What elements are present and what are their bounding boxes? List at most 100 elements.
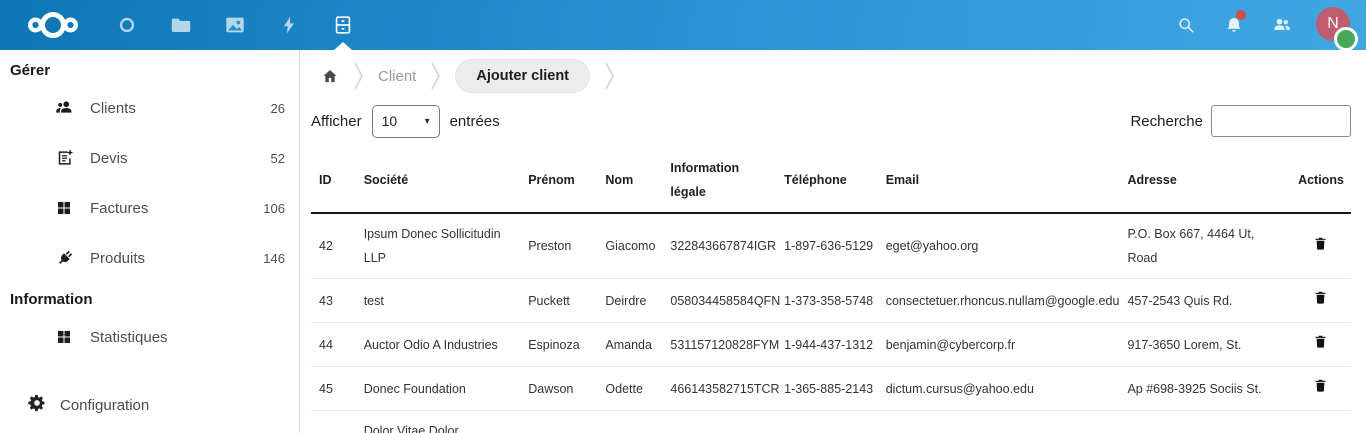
cell-societe: Donec Foundation	[355, 366, 521, 411]
table-row: 44 Auctor Odio A Industries Espinoza Ama…	[311, 322, 1351, 367]
sidebar-item-count: 52	[270, 150, 285, 166]
contacts-icon[interactable]	[1258, 0, 1306, 50]
cell-id: 43	[311, 278, 356, 323]
cell-adresse: 917-3650 Lorem, St.	[1119, 322, 1291, 367]
cell-prenom: Espinoza	[520, 322, 598, 367]
circle-app-icon[interactable]	[100, 0, 154, 50]
page-size-select[interactable]: 10 ▾	[371, 104, 440, 138]
cell-nom: Justine	[597, 410, 663, 433]
nextcloud-logo-icon[interactable]	[22, 9, 84, 41]
col-header-nom: Nom	[597, 148, 663, 214]
sidebar-section-title-gerer: Gérer	[10, 62, 51, 79]
activity-app-icon[interactable]	[262, 0, 316, 50]
col-header-prenom: Prénom	[520, 148, 598, 214]
table-header-row: ID Société Prénom Nom Information légale…	[311, 148, 1351, 214]
col-header-email: Email	[877, 148, 1120, 214]
entries-suffix-label: entrées	[449, 112, 500, 130]
breadcrumb-separator-icon	[353, 61, 364, 91]
top-bar-right: N	[1162, 0, 1366, 51]
user-avatar[interactable]: N	[1316, 7, 1358, 51]
cell-telephone: 1-365-885-2143	[776, 366, 878, 411]
document-plus-icon	[55, 148, 75, 168]
breadcrumb-separator-icon	[430, 61, 441, 91]
cell-societe: Auctor Odio A Industries	[355, 322, 521, 367]
sidebar-item-label: Devis	[90, 149, 128, 167]
delete-trash-icon[interactable]	[1309, 375, 1332, 396]
delete-trash-icon[interactable]	[1309, 331, 1332, 352]
breadcrumb-item-ajouter-client[interactable]: Ajouter client	[455, 59, 591, 93]
sidebar-item-count: 146	[263, 250, 285, 266]
cell-id: 46	[311, 410, 356, 433]
sidebar-item-clients[interactable]: Clients 26	[0, 83, 299, 133]
plug-icon	[55, 248, 75, 268]
sidebar-item-statistiques[interactable]: Statistiques	[0, 312, 299, 362]
cell-info-legale: 058034458584QFN	[662, 278, 780, 323]
cell-telephone: 1-897-636-5129	[776, 213, 878, 279]
clients-table: ID Société Prénom Nom Information légale…	[311, 148, 1351, 433]
sidebar-item-label: Factures	[90, 199, 149, 217]
grid-icon	[55, 198, 75, 218]
cell-telephone: 1-373-358-5748	[776, 278, 878, 323]
main-content: Client Ajouter client Afficher 10 ▾ entr…	[300, 50, 1366, 433]
sidebar-item-count: 106	[263, 200, 285, 216]
top-bar: N	[0, 0, 1366, 51]
cell-prenom: Dawson	[520, 366, 598, 411]
table-row: 43 test Puckett Deirdre 058034458584QFN …	[311, 278, 1351, 323]
sidebar-item-count: 26	[270, 100, 285, 116]
sidebar-item-devis[interactable]: Devis 52	[0, 133, 299, 183]
sidebar-item-label: Statistiques	[90, 328, 168, 346]
sidebar-item-produits[interactable]: Produits 146	[0, 233, 299, 283]
col-header-id: ID	[311, 148, 356, 214]
sidebar-footer-label: Configuration	[60, 396, 150, 414]
cell-adresse: Ap #698-3925 Sociis St.	[1119, 366, 1291, 411]
home-icon[interactable]	[311, 68, 339, 85]
cell-telephone: 1-944-437-1312	[776, 322, 878, 367]
chevron-down-icon: ▾	[424, 115, 430, 127]
cell-email: eget@yahoo.org	[877, 213, 1120, 279]
sidebar-section-title-information: Information	[10, 291, 93, 308]
files-app-icon[interactable]	[154, 0, 208, 50]
cell-id: 42	[311, 213, 356, 279]
col-header-telephone: Téléphone	[776, 148, 878, 214]
breadcrumb-item-client[interactable]: Client	[378, 67, 417, 85]
search-input[interactable]	[1211, 105, 1351, 137]
col-header-information-legale: Information légale	[662, 148, 777, 214]
notification-dot	[1236, 10, 1246, 20]
search-label: Recherche	[1130, 112, 1203, 130]
breadcrumb: Client Ajouter client	[311, 56, 1351, 96]
photos-app-icon[interactable]	[208, 0, 262, 50]
cell-prenom: Preston	[520, 213, 598, 279]
delete-trash-icon[interactable]	[1309, 233, 1332, 254]
management-app-icon[interactable]	[316, 0, 370, 50]
delete-trash-icon[interactable]	[1309, 429, 1332, 433]
cell-nom: Giacomo	[597, 213, 663, 279]
notifications-bell-icon[interactable]	[1210, 0, 1258, 50]
sidebar-item-configuration[interactable]: Configuration	[0, 383, 299, 427]
cell-prenom: Puckett	[520, 278, 598, 323]
avatar-initial: N	[1316, 7, 1350, 41]
cell-id: 45	[311, 366, 356, 411]
cell-info-legale: 526822069123MHR	[662, 410, 777, 433]
col-header-adresse: Adresse	[1119, 148, 1291, 214]
cell-info-legale: 531157120828FYM	[662, 322, 779, 367]
app-navigation	[100, 0, 370, 50]
delete-trash-icon[interactable]	[1309, 287, 1332, 308]
table-row: 46 Dolor Vitae Dolor Butler Justine 5268…	[311, 410, 1351, 433]
col-header-actions: Actions	[1290, 148, 1351, 214]
gear-icon	[27, 393, 47, 418]
search-icon[interactable]	[1162, 0, 1210, 50]
cell-info-legale: 466143582715TCR	[662, 366, 780, 411]
cell-nom: Odette	[597, 366, 663, 411]
sidebar-item-label: Clients	[90, 99, 136, 117]
table-controls: Afficher 10 ▾ entrées Recherche	[311, 98, 1351, 144]
cell-email: benjamin@cybercorp.fr	[877, 322, 1120, 367]
cell-email: dictum.cursus@yahoo.edu	[877, 366, 1120, 411]
cell-prenom: Butler	[520, 410, 598, 433]
sidebar-item-label: Produits	[90, 249, 146, 267]
table-row: 45 Donec Foundation Dawson Odette 466143…	[311, 366, 1351, 411]
sidebar-item-factures[interactable]: Factures 106	[0, 183, 299, 233]
cell-email: faucibus.morbi.vehicula@yahoo.ca	[877, 410, 1120, 433]
cell-adresse: P.O. Box 667, 4464 Ut, Road	[1119, 213, 1291, 279]
cell-adresse: 457-2543 Quis Rd.	[1119, 278, 1291, 323]
